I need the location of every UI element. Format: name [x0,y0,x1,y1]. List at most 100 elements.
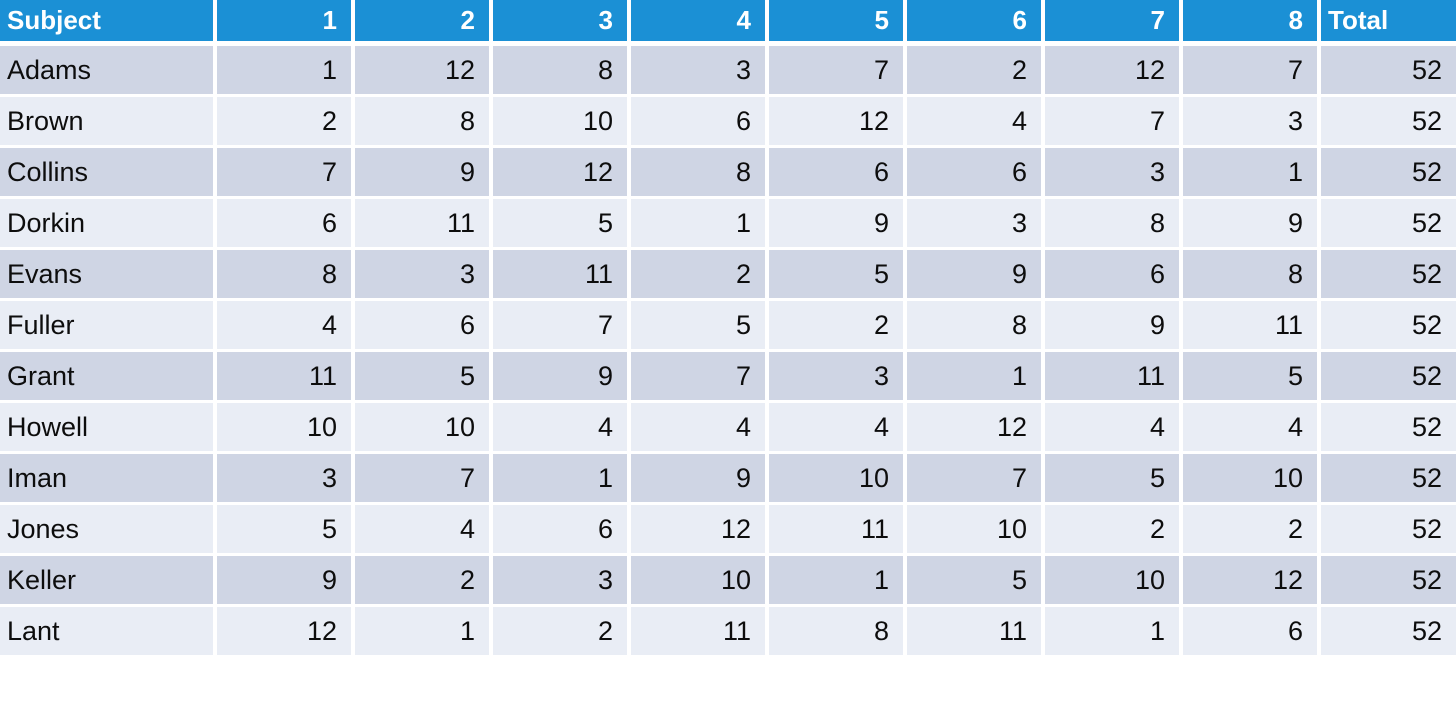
value-cell: 1 [493,454,631,505]
value-cell: 1 [907,352,1045,403]
value-cell: 10 [1045,556,1183,607]
value-cell: 8 [1045,199,1183,250]
value-cell: 12 [1045,46,1183,97]
value-cell: 8 [355,97,493,148]
total-cell: 52 [1321,199,1456,250]
value-cell: 7 [355,454,493,505]
value-cell: 3 [217,454,355,505]
column-header-4: 4 [631,0,769,46]
subjects-data-table: Subject 1 2 3 4 5 6 7 8 Total Adams 1 12 8 3 7 2 12 7 52 Br… [0,0,1456,658]
value-cell: 1 [769,556,907,607]
value-cell: 8 [631,148,769,199]
value-cell: 10 [355,403,493,454]
value-cell: 4 [769,403,907,454]
value-cell: 12 [769,97,907,148]
value-cell: 9 [631,454,769,505]
value-cell: 5 [493,199,631,250]
value-cell: 7 [1183,46,1321,97]
total-cell: 52 [1321,556,1456,607]
value-cell: 6 [493,505,631,556]
subject-cell: Howell [0,403,217,454]
total-cell: 52 [1321,352,1456,403]
value-cell: 11 [1045,352,1183,403]
value-cell: 10 [769,454,907,505]
value-cell: 11 [631,607,769,658]
column-header-6: 6 [907,0,1045,46]
value-cell: 1 [631,199,769,250]
value-cell: 5 [217,505,355,556]
total-cell: 52 [1321,301,1456,352]
table-row: Keller 9 2 3 10 1 5 10 12 52 [0,556,1456,607]
value-cell: 9 [493,352,631,403]
value-cell: 6 [907,148,1045,199]
value-cell: 5 [1183,352,1321,403]
column-header-subject: Subject [0,0,217,46]
value-cell: 10 [907,505,1045,556]
total-cell: 52 [1321,148,1456,199]
value-cell: 9 [355,148,493,199]
value-cell: 6 [1183,607,1321,658]
value-cell: 6 [631,97,769,148]
table-row: Evans 8 3 11 2 5 9 6 8 52 [0,250,1456,301]
subject-cell: Keller [0,556,217,607]
subject-cell: Jones [0,505,217,556]
value-cell: 6 [1045,250,1183,301]
total-cell: 52 [1321,97,1456,148]
value-cell: 2 [493,607,631,658]
value-cell: 10 [631,556,769,607]
value-cell: 7 [769,46,907,97]
value-cell: 1 [217,46,355,97]
value-cell: 5 [631,301,769,352]
value-cell: 1 [1183,148,1321,199]
value-cell: 8 [1183,250,1321,301]
value-cell: 12 [631,505,769,556]
value-cell: 7 [217,148,355,199]
value-cell: 3 [1045,148,1183,199]
value-cell: 9 [1183,199,1321,250]
subject-cell: Collins [0,148,217,199]
column-header-2: 2 [355,0,493,46]
table-row: Grant 11 5 9 7 3 1 11 5 52 [0,352,1456,403]
column-header-3: 3 [493,0,631,46]
subject-cell: Fuller [0,301,217,352]
value-cell: 3 [355,250,493,301]
value-cell: 8 [493,46,631,97]
value-cell: 11 [1183,301,1321,352]
value-cell: 11 [493,250,631,301]
value-cell: 4 [355,505,493,556]
subject-cell: Dorkin [0,199,217,250]
value-cell: 5 [355,352,493,403]
value-cell: 5 [769,250,907,301]
column-header-5: 5 [769,0,907,46]
value-cell: 4 [1183,403,1321,454]
value-cell: 2 [1183,505,1321,556]
value-cell: 12 [217,607,355,658]
value-cell: 10 [493,97,631,148]
value-cell: 8 [769,607,907,658]
value-cell: 9 [907,250,1045,301]
table-row: Jones 5 4 6 12 11 10 2 2 52 [0,505,1456,556]
total-cell: 52 [1321,403,1456,454]
value-cell: 4 [493,403,631,454]
value-cell: 7 [493,301,631,352]
value-cell: 3 [493,556,631,607]
table-row: Brown 2 8 10 6 12 4 7 3 52 [0,97,1456,148]
value-cell: 4 [631,403,769,454]
value-cell: 11 [907,607,1045,658]
table-row: Howell 10 10 4 4 4 12 4 4 52 [0,403,1456,454]
table-row: Lant 12 1 2 11 8 11 1 6 52 [0,607,1456,658]
column-header-total: Total [1321,0,1456,46]
value-cell: 2 [907,46,1045,97]
value-cell: 12 [907,403,1045,454]
value-cell: 3 [907,199,1045,250]
value-cell: 9 [1045,301,1183,352]
value-cell: 8 [907,301,1045,352]
value-cell: 6 [217,199,355,250]
value-cell: 3 [769,352,907,403]
table-row: Iman 3 7 1 9 10 7 5 10 52 [0,454,1456,505]
value-cell: 4 [217,301,355,352]
value-cell: 1 [355,607,493,658]
header-row: Subject 1 2 3 4 5 6 7 8 Total [0,0,1456,46]
value-cell: 4 [907,97,1045,148]
value-cell: 11 [217,352,355,403]
